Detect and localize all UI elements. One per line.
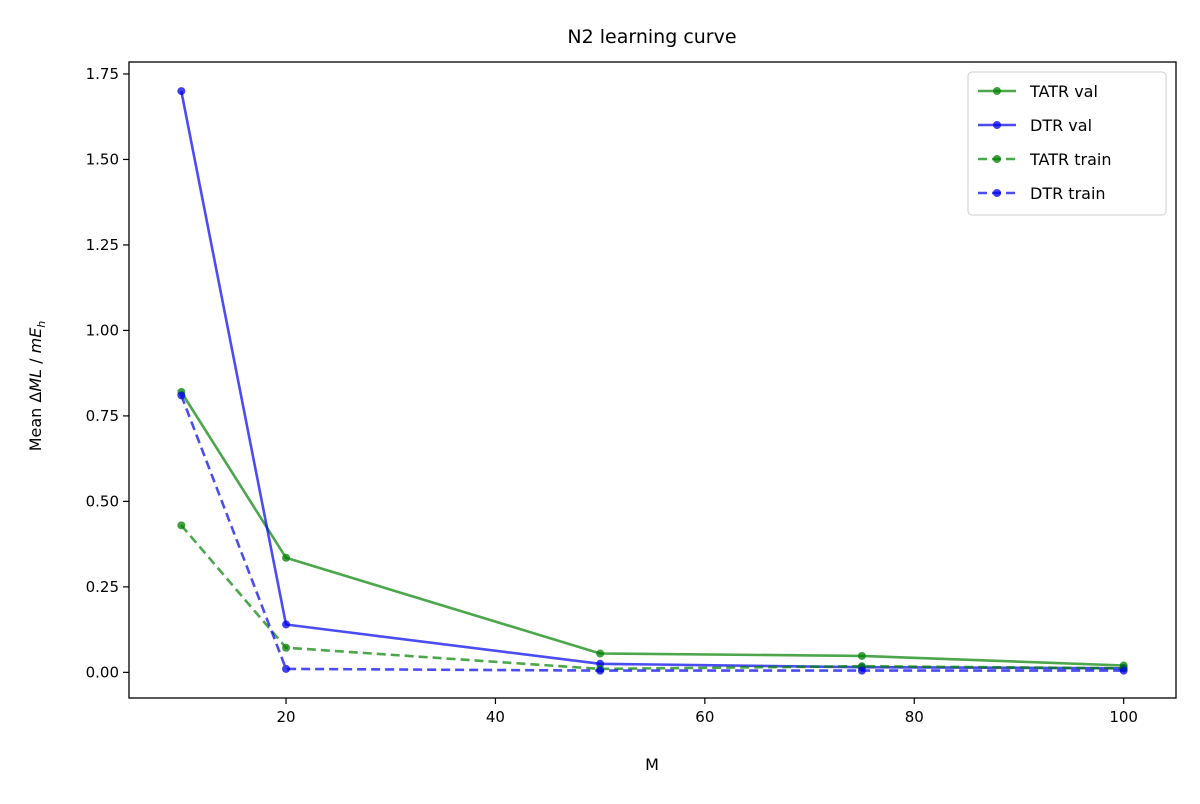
data-point	[282, 664, 291, 673]
legend-item-tatr-train: TATR train	[978, 150, 1111, 169]
series-dtr-train	[177, 391, 1128, 675]
x-axis-label: M	[645, 755, 659, 774]
x-tick-label: 60	[695, 708, 714, 726]
y-axis-ticks: 0.00 0.25 0.50 0.75 1.00 1.25 1.50 1.75	[86, 65, 129, 681]
data-point	[177, 87, 186, 96]
plot-area	[128, 61, 1177, 699]
y-tick-label: 0.50	[86, 492, 119, 510]
y-tick-label: 0.00	[86, 663, 119, 681]
y-axis-label: Mean ΔML / mEh	[26, 321, 48, 452]
data-point	[857, 651, 866, 660]
legend-item-tatr-val: TATR val	[978, 82, 1098, 101]
data-point	[596, 666, 605, 675]
y-tick-label: 1.75	[86, 65, 119, 83]
y-tick-label: 1.00	[86, 321, 119, 339]
legend-marker	[993, 155, 1001, 163]
y-axis-label-unit-subscript: h	[35, 321, 48, 328]
x-tick-label: 100	[1109, 708, 1138, 726]
legend: TATR val DTR val TATR train DTR train	[967, 71, 1167, 216]
y-tick-label: 0.75	[86, 407, 119, 425]
data-point	[596, 649, 605, 658]
data-point	[177, 521, 186, 530]
y-axis-label-unit: mE	[26, 327, 45, 354]
y-axis-label-delta: Δ	[26, 392, 45, 403]
y-tick-label: 1.25	[86, 236, 119, 254]
legend-marker	[993, 87, 1001, 95]
data-point	[177, 391, 186, 400]
legend-item-dtr-val: DTR val	[978, 116, 1092, 135]
y-tick-label: 0.25	[86, 578, 119, 596]
x-tick-label: 80	[905, 708, 924, 726]
data-point	[282, 643, 291, 652]
data-point	[1119, 666, 1128, 675]
y-axis-label-quantity: ML	[26, 369, 45, 392]
x-tick-label: 40	[486, 708, 505, 726]
data-point	[282, 553, 291, 562]
data-point	[282, 620, 291, 629]
y-axis-label-separator: /	[26, 353, 45, 369]
legend-label: DTR val	[1030, 116, 1092, 135]
legend-label: TATR train	[1029, 150, 1111, 169]
y-tick-label: 1.50	[86, 150, 119, 168]
legend-marker	[993, 189, 1001, 197]
data-point	[857, 666, 866, 675]
legend-label: DTR train	[1030, 184, 1106, 203]
legend-marker	[993, 121, 1001, 129]
y-axis-label-prefix: Mean	[26, 403, 45, 452]
chart-title: N2 learning curve	[567, 26, 736, 48]
x-tick-label: 20	[277, 708, 296, 726]
legend-item-dtr-train: DTR train	[978, 184, 1106, 203]
legend-label: TATR val	[1029, 82, 1098, 101]
series-layer	[177, 87, 1128, 675]
x-axis-ticks: 20 40 60 80 100	[277, 698, 1138, 726]
legend-frame	[967, 71, 1167, 216]
plot-frame	[128, 61, 1177, 699]
